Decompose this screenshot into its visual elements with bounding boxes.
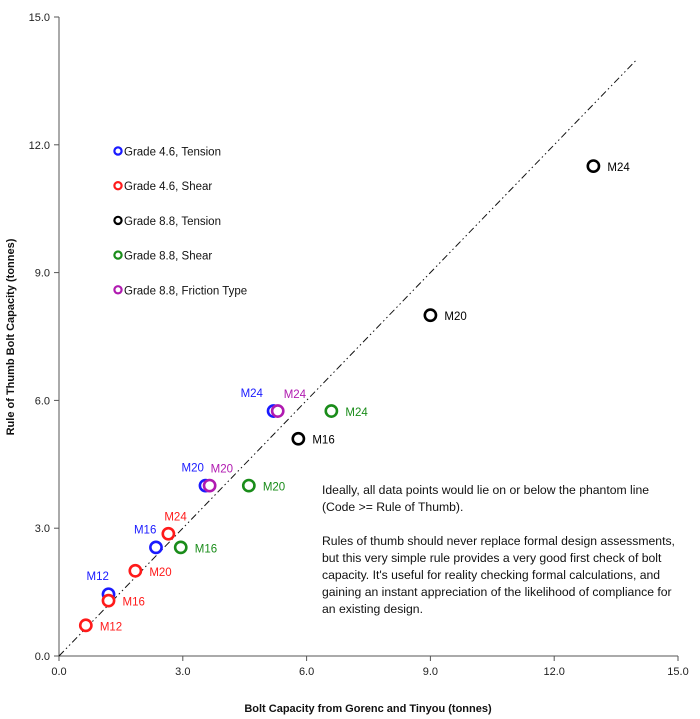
data-point-label: M16 [312,435,334,447]
data-point [161,526,176,541]
x-tick-label: 9.0 [423,666,438,678]
y-axis-label: Rule of Thumb Bolt Capacity (tonnes) [5,238,17,435]
data-points-layer: M12M16M20M24M12M16M20M24M16M20M24M16M20M… [78,159,630,633]
data-point-label: M20 [211,464,233,476]
x-axis-label: Bolt Capacity from Gorenc and Tinyou (to… [244,703,492,715]
legend: Grade 4.6, Tension Grade 4.6, Shear Grade … [113,146,247,297]
data-point [423,308,438,323]
y-tick-label: 12.0 [29,140,50,152]
phantom-line [58,59,638,657]
legend-marker [113,180,123,191]
data-point-label: M12 [100,621,122,633]
legend-entry: Grade 4.6, Tension [124,147,221,159]
data-point [101,593,116,608]
data-point-label: M16 [195,543,217,555]
annotation-paragraph-2: Rules of thumb should never replace form… [322,534,675,616]
legend-marker [113,285,123,295]
data-point-label: M20 [263,482,285,494]
data-point [241,478,256,493]
data-point [128,563,143,578]
phantom-line-layer [58,59,638,657]
data-point-label: M24 [164,512,187,524]
data-point-label: M20 [444,311,466,323]
data-point [586,159,601,173]
annotation-box: Ideally, all data points would lie on or… [322,482,677,618]
legend-entry: Grade 8.8, Tension [124,216,221,228]
data-point [291,431,306,446]
data-point-label: M24 [241,388,264,400]
annotation-paragraph-1: Ideally, all data points would lie on or… [322,483,650,514]
legend-marker [113,146,123,156]
x-tick-label: 15.0 [667,666,688,678]
x-tick-label: 12.0 [543,666,564,678]
x-tick-label: 6.0 [299,666,314,678]
y-tick-label: 3.0 [35,523,50,535]
data-point [270,404,285,418]
data-point [324,404,339,418]
data-point-label: M24 [345,407,368,419]
data-point [78,618,93,633]
data-point-label: M20 [149,567,171,579]
data-point [202,478,217,493]
data-point-label: M12 [87,571,109,583]
axes: 0.0 3.0 6.0 9.0 12.0 15.0 0.0 3.0 6.0 9.0 12.0 15.0 [29,12,689,678]
legend-marker [113,250,123,260]
legend-marker [113,215,123,226]
data-point-label: M20 [181,463,203,475]
legend-entry: Grade 8.8, Friction Type [124,285,247,297]
data-point-label: M16 [134,524,156,536]
data-point-label: M24 [607,162,630,174]
legend-entry: Grade 8.8, Shear [124,251,212,263]
data-point [149,540,163,555]
data-point-label: M24 [284,389,307,401]
legend-entry: Grade 4.6, Shear [124,181,212,193]
x-tick-label: 3.0 [175,666,190,678]
data-point [173,540,188,555]
y-tick-label: 0.0 [35,651,50,663]
y-tick-label: 15.0 [29,12,50,24]
y-tick-label: 6.0 [35,395,50,407]
y-tick-label: 9.0 [35,268,50,280]
x-tick-label: 0.0 [51,666,66,678]
data-point-label: M16 [123,597,145,609]
